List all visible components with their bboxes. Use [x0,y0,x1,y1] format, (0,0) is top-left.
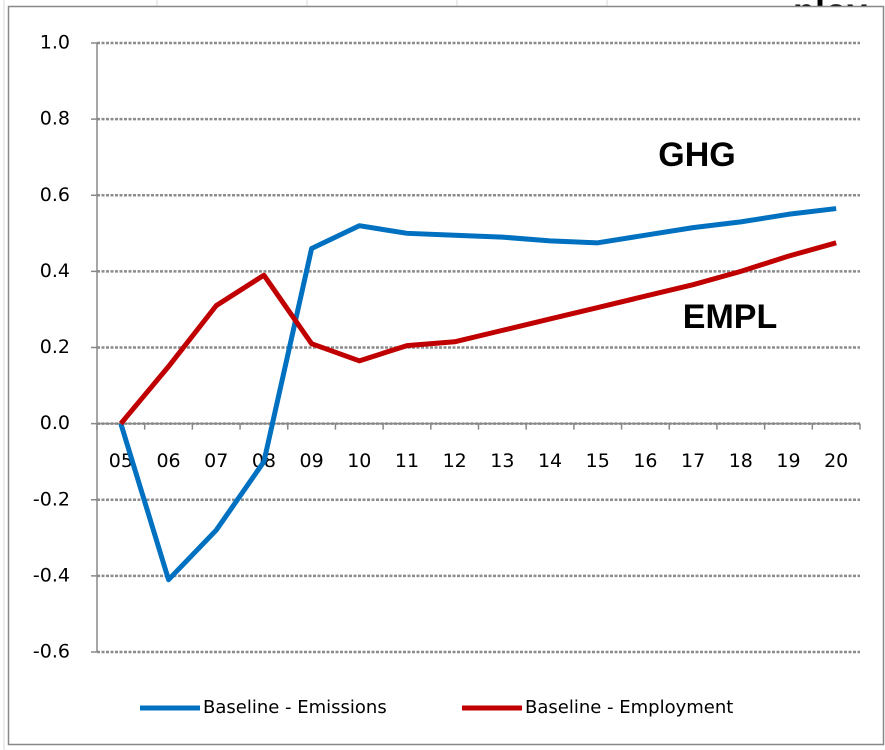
x-tick-label: 13 [490,450,514,472]
x-tick-label: 05 [109,450,133,472]
y-tick-label: 0.8 [40,108,70,130]
y-tick-label: 1.0 [40,32,70,54]
legend-label: Baseline - Employment [525,697,733,718]
legend-label: Baseline - Emissions [203,697,387,718]
y-tick-label: -0.2 [33,488,70,510]
y-tick-label: 0.0 [40,412,70,434]
x-tick-label: 18 [729,450,753,472]
x-tick-label: 15 [586,450,610,472]
y-tick-label: -0.4 [33,564,70,586]
series-line [118,206,837,583]
sheet-grid [3,0,608,750]
x-tick-label: 12 [443,450,467,472]
y-tick-label: -0.6 [33,641,70,663]
y-tick-label: 0.2 [40,336,70,358]
x-tick-label: 16 [633,450,657,472]
y-tick-label: 0.6 [40,184,70,206]
x-tick-label: 14 [538,450,562,472]
x-tick-label: 20 [824,450,848,472]
series-line [118,240,837,426]
y-tick-label: 0.4 [40,260,70,282]
x-tick-label: 06 [156,450,180,472]
x-tick-label: 11 [395,450,419,472]
annotation: GHG [658,136,735,174]
x-tick-label: 17 [681,450,705,472]
x-tick-label: 19 [776,450,800,472]
annotation: EMPL [683,298,777,336]
x-tick-label: 07 [204,450,228,472]
x-tick-label: 09 [300,450,324,472]
chart-title: ploy [793,0,867,32]
x-tick-label: 10 [347,450,371,472]
chart-frame [7,5,885,746]
